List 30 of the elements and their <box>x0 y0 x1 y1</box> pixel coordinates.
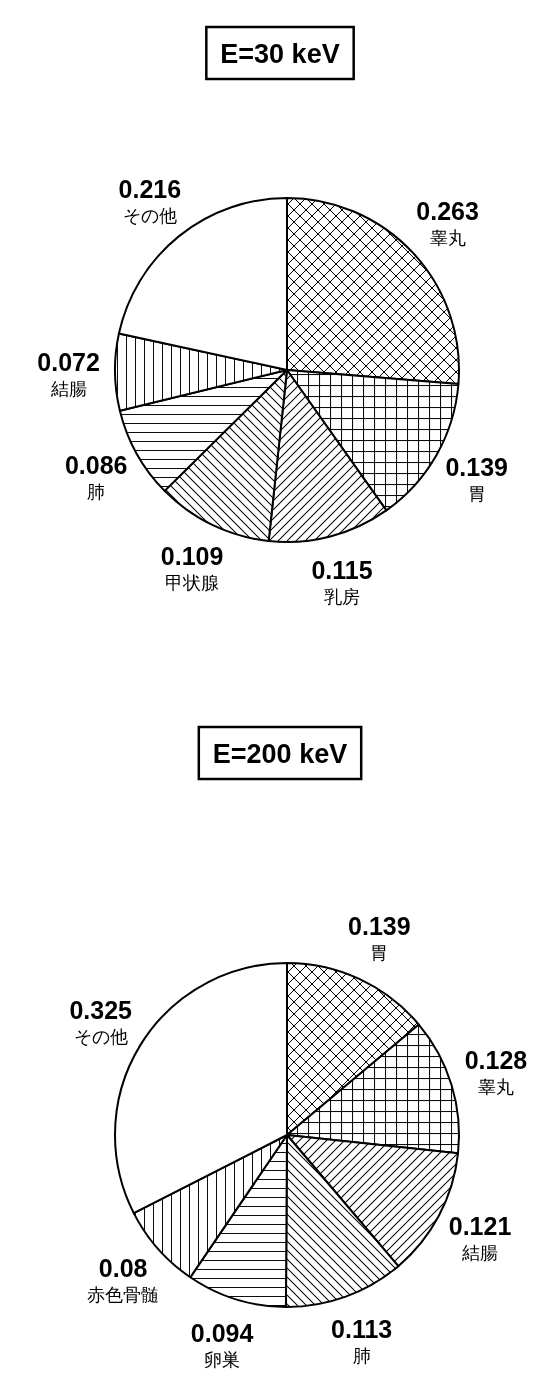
slice-label: 結腸 <box>49 378 87 399</box>
slice-label: その他 <box>73 1026 128 1047</box>
slice-label: 肺 <box>87 482 106 503</box>
data-label: 0.139 <box>445 453 509 482</box>
data-label: 0.115 <box>311 556 373 585</box>
slice-label: 甲状腺 <box>165 572 220 593</box>
data-label: 0.263 <box>416 196 479 225</box>
slice-label: 卵巣 <box>204 1349 241 1370</box>
slice-label: 乳房 <box>323 587 360 608</box>
slice-label: 睾丸 <box>429 227 466 248</box>
data-label: 0.072 <box>37 347 100 376</box>
chart-title: E=200 keV <box>212 739 348 769</box>
slice-label: 胃 <box>370 943 389 964</box>
data-label: 0.086 <box>64 451 128 480</box>
data-label: 0.109 <box>160 541 224 570</box>
slice-label: 赤色骨髄 <box>87 1285 160 1306</box>
data-label: 0.128 <box>464 1046 528 1075</box>
data-label: 0.094 <box>190 1318 254 1347</box>
data-label: 0.216 <box>118 174 182 203</box>
chart-title: E=30 keV <box>220 39 340 69</box>
data-label: 0.121 <box>448 1212 512 1241</box>
data-label: 0.113 <box>331 1315 393 1344</box>
data-label: 0.325 <box>69 995 133 1024</box>
slice-label: 胃 <box>467 484 486 505</box>
slice-label: 結腸 <box>461 1243 499 1264</box>
data-label: 0.139 <box>348 912 411 941</box>
slice-label: 肺 <box>352 1346 371 1367</box>
data-label: 0.08 <box>98 1254 148 1283</box>
slice-label: 睾丸 <box>477 1077 514 1098</box>
slice-label: その他 <box>122 205 177 226</box>
